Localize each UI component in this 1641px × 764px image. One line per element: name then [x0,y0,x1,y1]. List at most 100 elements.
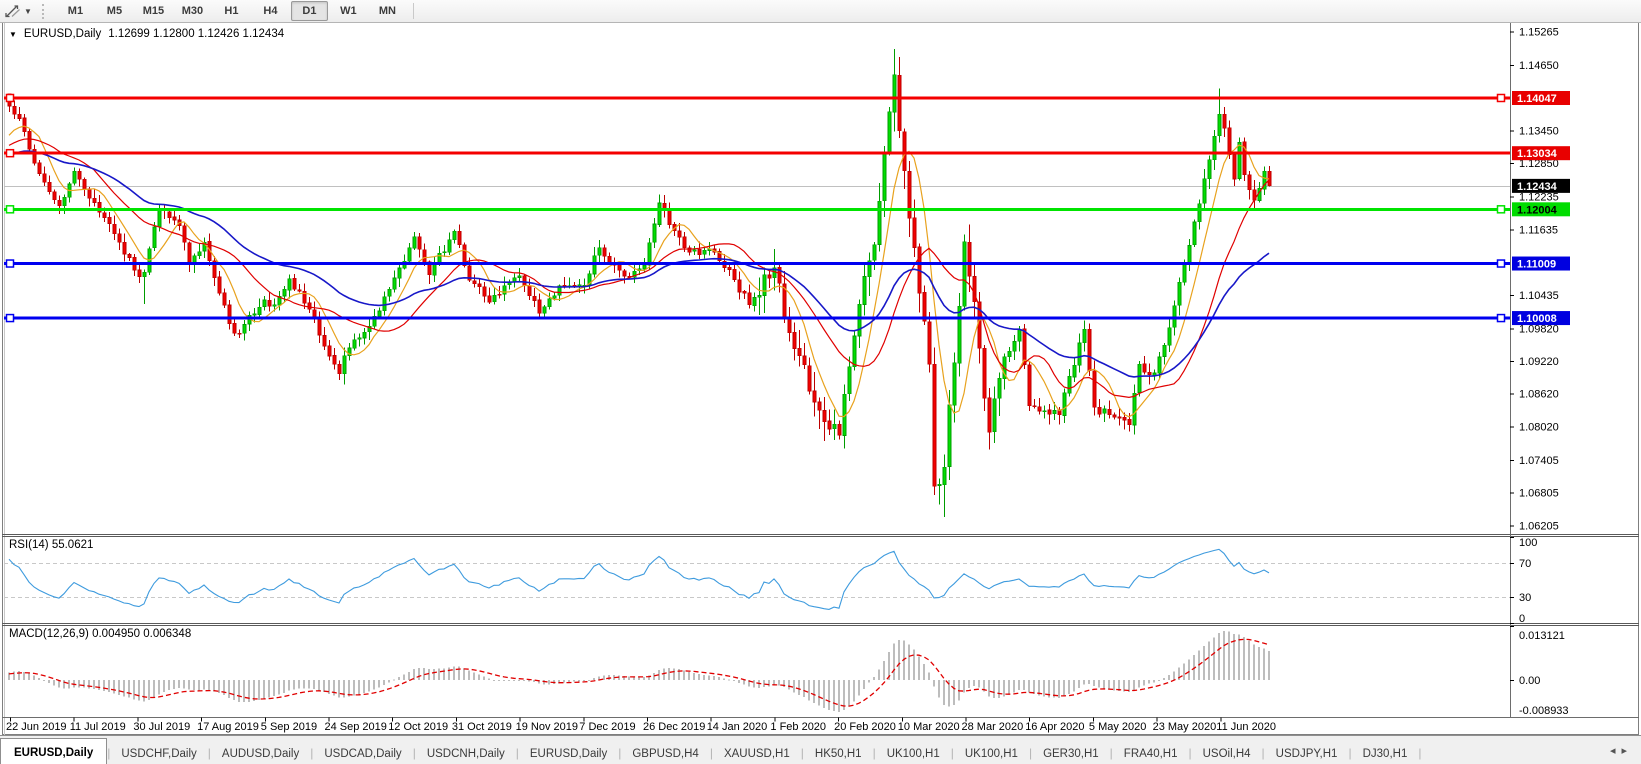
chevron-down-icon[interactable]: ▼ [24,6,32,16]
hline-handle[interactable] [5,93,15,103]
up-candle [1017,329,1022,342]
timeframe-button-w1[interactable]: W1 [340,5,357,17]
macd-bar [1263,648,1265,681]
hline-1.10008[interactable] [4,313,1510,323]
macd-bar [143,680,145,702]
macd-bar [1248,640,1250,681]
macd-bar [293,680,295,690]
line-studies-icon[interactable] [4,3,22,19]
symbol-dropdown-icon[interactable]: ▼ [9,29,17,39]
tab-bar: EURUSD,Daily | USDCHF,Daily | AUDUSD,Daily | U… [0,735,1641,764]
tab-separator: | [800,746,804,760]
up-candle [997,378,1002,399]
down-candle [817,401,822,411]
chart-tab-11-ger30-h1[interactable]: GER30,H1 [1043,747,1099,760]
down-candle [32,148,37,164]
macd-bar [873,676,875,681]
macd-bar [473,672,475,681]
price-tick-label: 1.08620 [1519,389,1559,401]
hline-1.12004[interactable] [4,205,1510,214]
up-candle [1137,363,1142,393]
up-candle [452,231,457,240]
chart-tab-1-usdchf-daily[interactable]: USDCHF,Daily [121,747,197,760]
macd-bar [928,672,930,681]
date-label: 24 Sep 2019 [325,721,387,733]
chart-tab-14-usdjpy-h1[interactable]: USDJPY,H1 [1275,747,1338,760]
macd-bar [433,669,435,681]
macd-bar [33,675,35,681]
timeframe-button-m1[interactable]: M1 [67,5,84,17]
macd-indicator-label: MACD(12,26,9) 0.004950 0.006348 [9,628,192,640]
hline-handle[interactable] [1496,313,1506,323]
down-candle [137,269,142,277]
timeframe-button-m30[interactable]: M30 [181,5,204,17]
down-candle [1242,141,1247,175]
chart-tab-12-fra40-h1[interactable]: FRA40,H1 [1123,747,1178,760]
tab-scroll-left-icon[interactable]: ◂ [1609,745,1622,757]
hline-handle[interactable] [1496,93,1506,103]
macd-bar [538,680,540,684]
badge-bg [1512,256,1570,271]
down-candle [477,283,482,287]
chart-tab-8-hk50-h1[interactable]: HK50,H1 [814,747,862,760]
toolbar-grip[interactable] [41,3,49,19]
macd-bar [908,644,910,681]
macd-bar [693,672,695,681]
chart-tab-13-usoil-h4[interactable]: USOil,H4 [1202,747,1251,760]
chart-tab-3-usdcad-daily[interactable]: USDCAD,Daily [324,747,402,760]
chart-tab-0-eurusd-daily[interactable]: EURUSD,Daily [0,738,108,764]
hline-handle[interactable] [1496,259,1506,268]
timeframe-button-d1[interactable]: D1 [290,1,328,21]
macd-bar [1138,680,1140,688]
price-tick-label: 1.06805 [1519,488,1559,500]
down-candle [972,276,977,303]
macd-bar [488,678,490,681]
macd-bar [1228,631,1230,681]
up-candle [347,347,352,357]
timeframe-button-m15[interactable]: M15 [142,5,165,17]
down-candle [92,197,97,203]
chart-tab-4-usdcnh-daily[interactable]: USDCNH,Daily [426,747,505,760]
chart-tab-2-audusd-daily[interactable]: AUDUSD,Daily [221,747,300,760]
timeframe-button-h4[interactable]: H4 [263,5,278,17]
date-axis: 22 Jun 2019 11 Jul 2019 30 Jul 2019 17 Aug … [6,717,1276,733]
tab-scroll-right-icon[interactable]: ▸ [1621,745,1633,757]
macd-bar [718,677,720,681]
macd-bar [618,675,620,681]
macd-signal-line [8,638,1270,707]
hline-1.14047[interactable] [4,93,1510,103]
macd-bar [1178,667,1180,681]
macd-bar [1068,680,1070,695]
down-candle [222,292,227,306]
hline-1.13034[interactable] [4,148,1510,158]
timeframe-button-h1[interactable]: H1 [224,5,239,17]
badge-value: 1.12434 [1517,181,1558,193]
chart-canvas[interactable]: 1.15265 1.14650 1.13450 1.12850 1.12235 1.116… [0,0,1641,736]
timeframe-button-mn[interactable]: MN [378,5,396,17]
chart-tab-9-uk100-h1[interactable]: UK100,H1 [886,747,940,760]
chart-tab-15-dj30-h1[interactable]: DJ30,H1 [1362,747,1408,760]
down-candle [617,264,622,271]
hline-handle[interactable] [5,259,15,268]
macd-bar [123,680,125,697]
macd-axis-label: 0.00 [1519,675,1540,687]
hline-handle[interactable] [1496,205,1506,214]
hline-handle[interactable] [5,205,15,214]
hline-handle[interactable] [5,313,15,323]
chart-tab-10-uk100-h1[interactable]: UK100,H1 [964,747,1018,760]
macd-bar [368,680,370,692]
tab-separator: | [1418,746,1422,760]
up-candle [157,209,162,228]
chart-tab-6-gbpusd-h4[interactable]: GBPUSD,H4 [632,747,699,760]
timeframe-button-m5[interactable]: M5 [106,5,123,17]
up-candle [1157,356,1162,374]
chart-tab-7-xauusd-h1[interactable]: XAUUSD,H1 [723,747,790,760]
up-candle [1077,342,1082,366]
macd-bar [483,676,485,681]
hline-1.11009[interactable] [4,259,1510,268]
macd-bar [558,680,560,684]
date-label: 12 Oct 2019 [388,721,448,733]
chart-tab-5-eurusd-daily[interactable]: EURUSD,Daily [529,747,608,760]
macd-bar [78,680,80,688]
hline-handle[interactable] [5,148,15,158]
